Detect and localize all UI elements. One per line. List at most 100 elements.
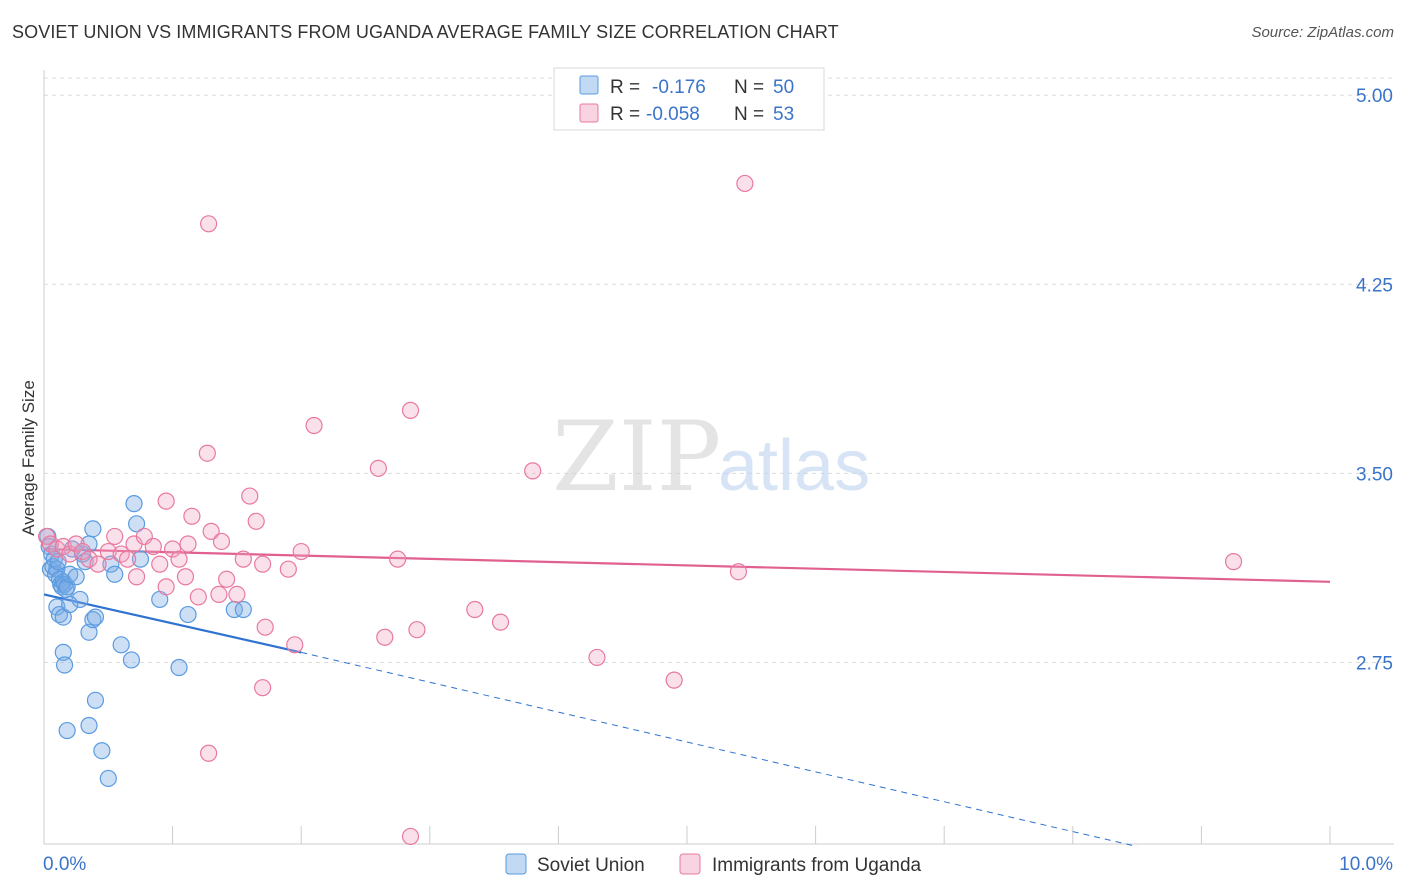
- point-soviet-union-37: [131, 550, 150, 568]
- axes-layer: 5.00 4.25 3.50 2.75: [43, 70, 1394, 845]
- stats-r-value-1: -0.176: [652, 77, 706, 98]
- points-layer: [37, 174, 1243, 846]
- point-uganda-19: [164, 540, 182, 558]
- trend-line-uganda: [43, 547, 1331, 583]
- y-tick-label-0: 5.00: [1356, 86, 1393, 107]
- point-uganda-38: [369, 459, 387, 477]
- point-uganda-46: [588, 648, 606, 667]
- y-tick-label-3: 2.75: [1356, 653, 1393, 674]
- stats-n-label-2: N =: [734, 104, 764, 125]
- watermark-zip: ZIP: [552, 401, 721, 513]
- point-uganda-55: [198, 444, 216, 462]
- point-soviet-union-31: [102, 555, 120, 573]
- point-uganda-35: [286, 636, 304, 654]
- point-soviet-union-28: [80, 623, 98, 641]
- stats-legend: R = -0.176 N = 50 R = -0.058 N = 53: [553, 67, 825, 131]
- point-uganda-24: [189, 588, 207, 606]
- point-soviet-union-49: [234, 600, 252, 619]
- legend-swatch-uganda: [679, 853, 701, 875]
- point-uganda-26: [212, 532, 231, 551]
- chart-title: SOVIET UNION VS IMMIGRANTS FROM UGANDA A…: [12, 22, 839, 42]
- point-uganda-25: [202, 522, 220, 540]
- stats-n-label-1: N =: [734, 77, 764, 98]
- point-uganda-50: [200, 215, 218, 233]
- point-uganda-31: [247, 512, 265, 530]
- stats-r-label-2: R =: [610, 104, 640, 125]
- point-uganda-30: [241, 487, 259, 505]
- point-uganda-27: [218, 570, 236, 588]
- point-uganda-48: [729, 563, 748, 581]
- point-soviet-union-27: [61, 595, 79, 614]
- point-soviet-union-32: [106, 565, 124, 583]
- point-uganda-23: [183, 507, 201, 525]
- legend-label-uganda: Immigrants from Uganda: [712, 855, 922, 876]
- legend-swatch-soviet-union: [505, 853, 527, 875]
- point-soviet-union-39: [55, 656, 74, 674]
- point-uganda-44: [491, 613, 510, 631]
- point-soviet-union-47: [179, 605, 197, 624]
- point-soviet-union-19: [71, 590, 89, 609]
- point-soviet-union-36: [127, 515, 146, 533]
- point-uganda-4: [61, 545, 79, 563]
- point-soviet-union-46: [170, 658, 188, 677]
- point-uganda-56: [210, 585, 228, 604]
- point-soviet-union-33: [112, 636, 130, 654]
- point-soviet-union-23: [84, 520, 102, 538]
- point-uganda-29: [234, 550, 252, 568]
- chart-source: Source: ZipAtlas.com: [1251, 24, 1394, 41]
- point-uganda-22: [179, 535, 197, 553]
- point-soviet-union-38: [54, 643, 72, 661]
- y-tick-label-2: 3.50: [1356, 464, 1393, 485]
- trend-extension-soviet-union: [301, 651, 1138, 848]
- y-axis-title: Average Family Size: [19, 380, 38, 536]
- point-uganda-49: [1224, 553, 1243, 571]
- point-uganda-16: [144, 537, 162, 556]
- point-uganda-34: [279, 560, 297, 578]
- point-uganda-45: [524, 462, 542, 480]
- stats-r-label-1: R =: [610, 77, 640, 98]
- point-soviet-union-40: [80, 716, 98, 735]
- point-soviet-union-42: [93, 742, 111, 760]
- series-legend: Soviet Union Immigrants from Uganda: [505, 853, 922, 876]
- point-uganda-17: [151, 555, 169, 573]
- grid-layer: [44, 77, 1394, 663]
- stats-swatch-pink: [579, 103, 599, 123]
- y-tick-label-1: 4.25: [1356, 275, 1393, 296]
- point-uganda-7: [80, 550, 98, 568]
- point-uganda-12: [118, 550, 137, 568]
- point-uganda-40: [389, 550, 407, 568]
- point-soviet-union-44: [58, 721, 76, 740]
- legend-label-soviet-union: Soviet Union: [537, 855, 645, 876]
- point-uganda-36: [292, 542, 310, 561]
- point-uganda-43: [466, 600, 484, 619]
- point-uganda-21: [176, 568, 195, 586]
- point-uganda-37: [305, 416, 323, 435]
- point-uganda-10: [106, 527, 124, 546]
- watermark: ZIP atlas: [552, 401, 870, 513]
- point-uganda-53: [200, 744, 218, 762]
- point-uganda-52: [157, 492, 175, 510]
- stats-n-value-1: 50: [773, 77, 794, 98]
- point-uganda-9: [99, 542, 117, 561]
- watermark-atlas: atlas: [718, 426, 870, 506]
- point-soviet-union-43: [99, 769, 117, 788]
- point-uganda-20: [170, 550, 188, 568]
- point-uganda-54: [401, 827, 420, 846]
- stats-n-value-2: 53: [773, 104, 794, 125]
- point-uganda-42: [408, 621, 426, 639]
- point-uganda-28: [228, 585, 246, 604]
- point-uganda-33: [256, 618, 274, 636]
- point-soviet-union-30: [86, 608, 105, 626]
- stats-r-value-2: -0.058: [646, 104, 700, 125]
- point-soviet-union-18: [67, 568, 85, 586]
- point-uganda-51: [736, 174, 754, 193]
- point-uganda-39: [376, 628, 394, 646]
- point-uganda-57: [254, 679, 272, 697]
- point-soviet-union-29: [84, 611, 102, 629]
- point-uganda-18: [157, 578, 175, 596]
- point-soviet-union-35: [125, 495, 143, 513]
- point-uganda-32: [254, 555, 272, 573]
- point-uganda-41: [401, 401, 420, 419]
- point-soviet-union-34: [122, 651, 141, 669]
